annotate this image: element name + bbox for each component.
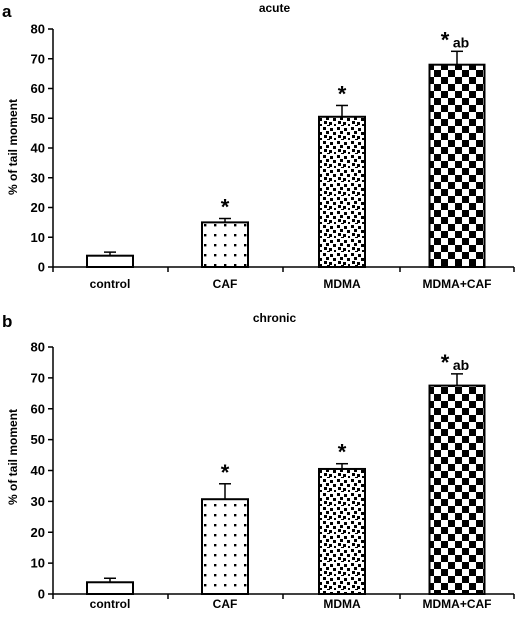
significance-star: *	[221, 195, 230, 220]
panel-chronic: b chronic % of tail moment 0 10 20 30 40 50 60…	[0, 310, 519, 617]
panel-letter: b	[2, 312, 13, 331]
significance-letters: ab	[453, 34, 469, 50]
y-tick-label: 30	[31, 170, 45, 185]
x-tick-label: CAF	[213, 597, 238, 611]
y-tick-label: 0	[38, 587, 45, 602]
bar-control	[86, 254, 134, 269]
panel-acute: a acute % of tail moment 0 10 20 30 40 50 60 70…	[0, 0, 519, 300]
bar-caf	[201, 221, 249, 268]
x-tick-label: MDMA+CAF	[423, 597, 492, 611]
y-tick-label: 60	[31, 401, 45, 416]
y-tick-label: 60	[31, 81, 45, 96]
bar-mdma	[318, 467, 366, 595]
chart-title: acute	[258, 1, 291, 15]
x-tick-label: control	[90, 597, 131, 611]
x-tick-label: MDMA+CAF	[423, 277, 492, 291]
bar-chart-chronic: 0 10 20 30 40 50 60 70 80 control CAF * MDMA * MDMA+CA…	[31, 340, 515, 611]
y-tick-label: 0	[38, 260, 45, 275]
y-tick-label: 50	[31, 111, 45, 126]
y-tick-label: 80	[31, 340, 45, 355]
y-tick-label: 40	[31, 141, 45, 156]
y-tick-label: 30	[31, 494, 45, 509]
y-tick-label: 20	[31, 200, 45, 215]
x-tick-label: MDMA	[323, 277, 361, 291]
significance-star: *	[221, 460, 230, 485]
bar-caf	[201, 498, 249, 595]
y-tick-label: 80	[31, 22, 45, 37]
y-tick-label: 70	[31, 51, 45, 66]
y-tick-label: 40	[31, 463, 45, 478]
significance-letters: ab	[453, 357, 469, 373]
bar-control	[86, 581, 134, 595]
significance-star: *	[441, 350, 450, 375]
significance-star: *	[338, 440, 347, 465]
y-tick-label: 20	[31, 525, 45, 540]
panel-letter: a	[2, 2, 12, 21]
bar-chart-acute: 0 10 20 30 40 50 60 70 80 control CAF * MDMA * MDMA+CA…	[31, 22, 515, 291]
bar-mdma	[318, 115, 366, 268]
x-tick-label: control	[90, 277, 131, 291]
x-tick-label: MDMA	[323, 597, 361, 611]
y-tick-label: 10	[31, 230, 45, 245]
y-tick-label: 50	[31, 432, 45, 447]
x-tick-label: CAF	[213, 277, 238, 291]
y-tick-label: 10	[31, 556, 45, 571]
bar-mdma-caf	[428, 384, 486, 595]
significance-star: *	[338, 81, 347, 106]
y-tick-label: 70	[31, 370, 45, 385]
chart-title: chronic	[252, 311, 297, 325]
significance-star: *	[441, 27, 450, 52]
bar-mdma-caf	[428, 63, 486, 268]
